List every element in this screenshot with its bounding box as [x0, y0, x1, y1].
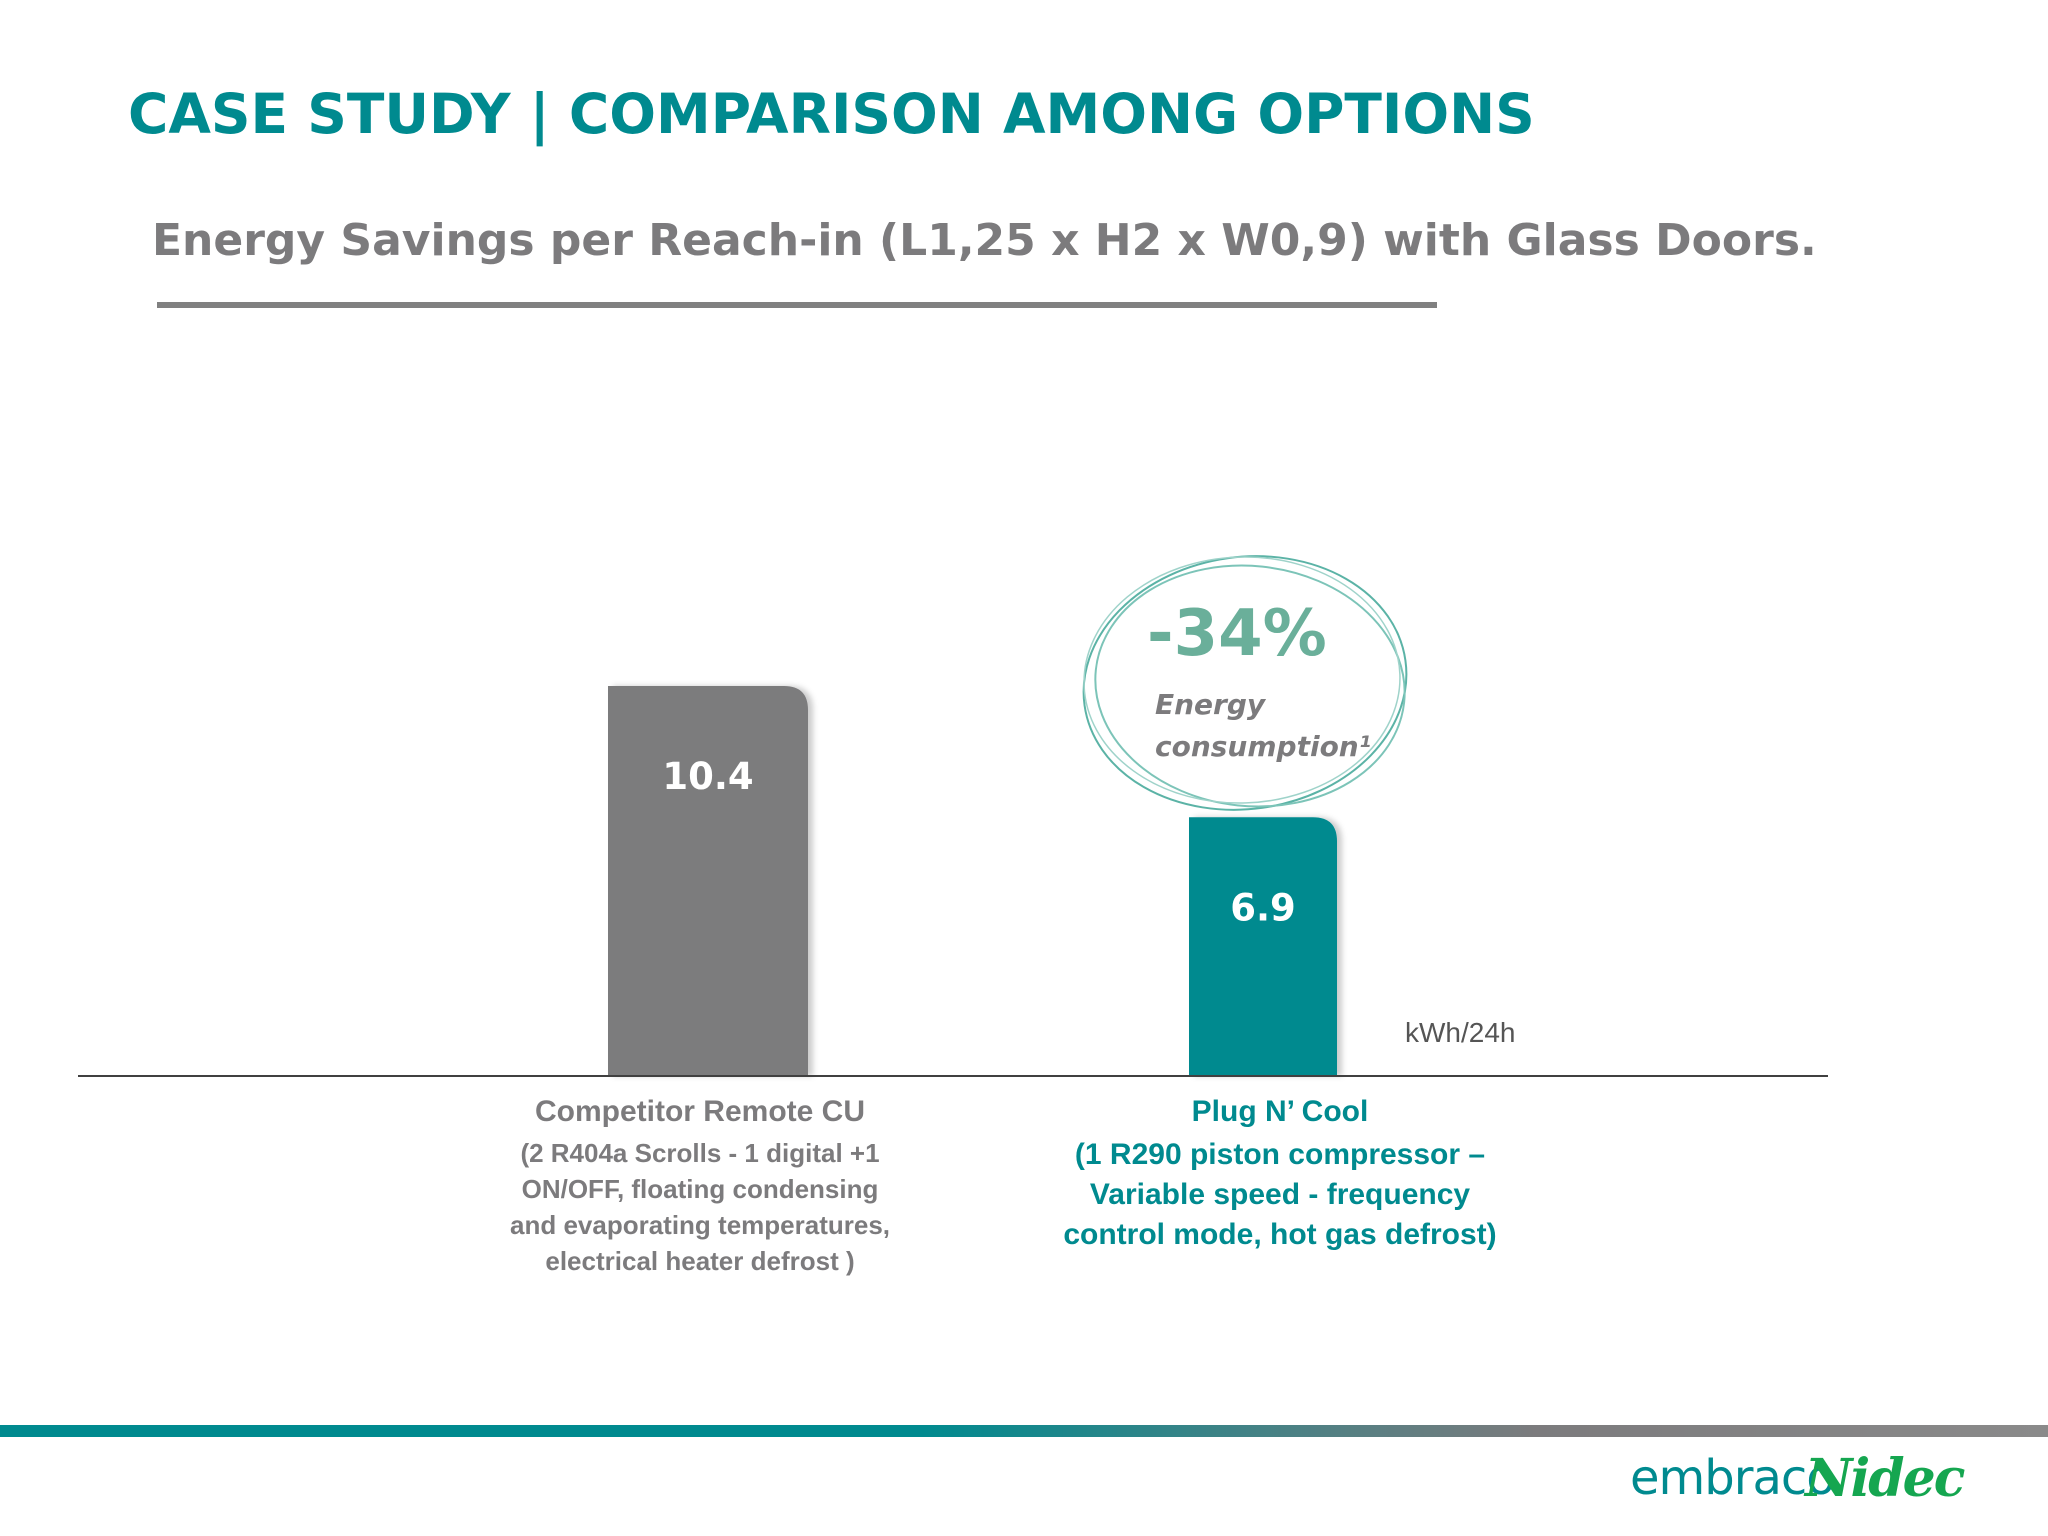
value-labels-group: 10.4 6.9: [662, 755, 1295, 929]
category-title-plug-n-cool: Plug N’ Cool: [1191, 1095, 1369, 1128]
category-detail-competitor-1: (2 R404a Scrolls - 1 digital +1: [520, 1138, 880, 1168]
annotation-ring-inner: [1094, 564, 1406, 808]
bar-value-label-plug-n-cool: 6.9: [1230, 886, 1296, 929]
category-label-plug-n-cool: Plug N’ Cool (1 R290 piston compressor –…: [1010, 1095, 1550, 1255]
annotation-text-line2: consumption¹: [1155, 730, 1371, 763]
slide-title: CASE STUDY | COMPARISON AMONG OPTIONS: [128, 82, 1535, 146]
bar-competitor: [608, 686, 808, 1076]
category-detail-plug-n-cool-3: control mode, hot gas defrost): [1063, 1218, 1497, 1251]
category-detail-plug-n-cool-2: Variable speed - frequency: [1089, 1178, 1471, 1211]
bar-plug-n-cool: [1189, 817, 1337, 1076]
category-detail-competitor-4: electrical heater defrost ): [545, 1246, 855, 1276]
bars-group: [608, 686, 1337, 1076]
category-detail-competitor-3: and evaporating temperatures,: [510, 1210, 890, 1240]
subtitle-divider: [157, 302, 1437, 308]
unit-label: kWh/24h: [1405, 1017, 1516, 1048]
annotation-ring-third: [1083, 556, 1401, 804]
footer-bar: [0, 1425, 2048, 1437]
annotation-text-line1: Energy: [1155, 688, 1267, 721]
slide-subtitle: Energy Savings per Reach-in (L1,25 x H2 …: [152, 215, 1817, 266]
category-detail-plug-n-cool-1: (1 R290 piston compressor –: [1074, 1138, 1486, 1171]
annotation-percent: -34%: [1147, 597, 1327, 671]
embraco-logo: embraco: [1630, 1450, 1836, 1506]
energy-bar-chart: 10.4 6.9 kWh/24h -34% Energy consumption¹: [78, 555, 1828, 1077]
nidec-logo: Nidec: [1805, 1448, 1965, 1509]
annotation-ring-outer: [1082, 555, 1408, 811]
bar-value-label-competitor: 10.4: [662, 755, 753, 798]
category-detail-competitor-2: ON/OFF, floating condensing: [521, 1174, 879, 1204]
category-title-competitor: Competitor Remote CU: [534, 1095, 865, 1128]
savings-annotation: -34% Energy consumption¹: [1082, 555, 1408, 811]
category-label-competitor: Competitor Remote CU (2 R404a Scrolls - …: [440, 1095, 960, 1279]
